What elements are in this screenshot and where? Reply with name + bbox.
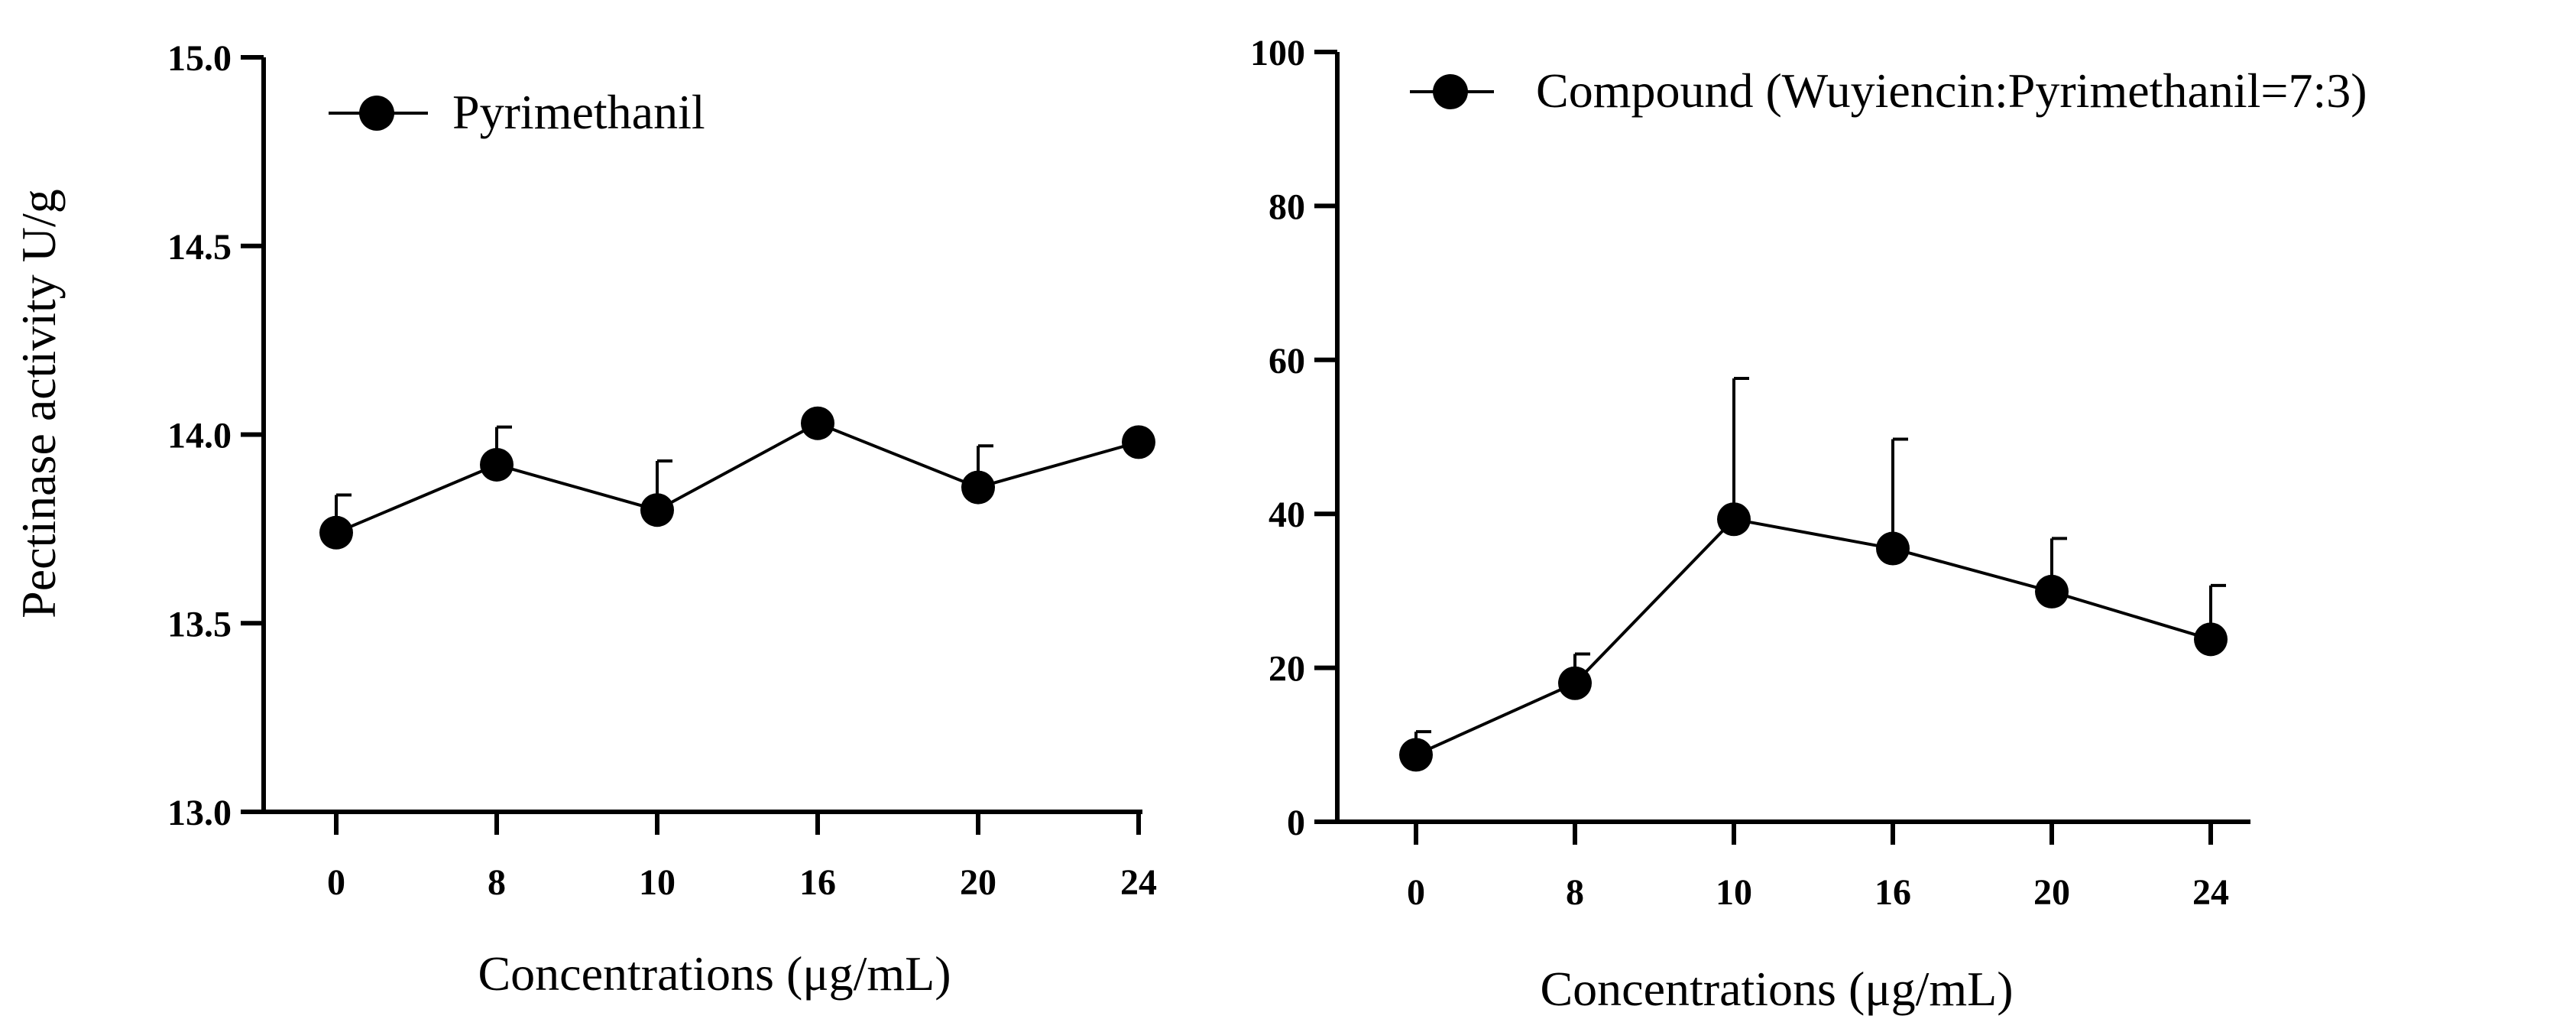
legend: Pyrimethanil — [329, 85, 705, 139]
x-tick-label: 16 — [799, 862, 836, 903]
x-tick-label: 20 — [960, 862, 996, 903]
y-tick-label: 15.0 — [167, 38, 232, 79]
y-tick-label: 0 — [1287, 803, 1305, 843]
x-tick-label: 8 — [488, 862, 506, 903]
data-point — [2035, 574, 2069, 608]
y-tick-label: 14.5 — [167, 227, 232, 268]
x-tick-label: 8 — [1566, 872, 1584, 913]
legend-label: Compound (Wuyiencin:Pyrimethanil=7:3) — [1536, 63, 2367, 118]
x-tick-label: 24 — [1120, 862, 1157, 903]
data-point — [480, 447, 514, 482]
x-axis-title: Concentrations (μg/mL) — [478, 946, 951, 1001]
legend-marker — [1433, 74, 1468, 109]
chart-pyrimethanil: 13.0 13.5 14.0 14.5 15.0 0 8 10 16 20 24 Concentra… — [11, 38, 1157, 1001]
data-point — [961, 470, 995, 505]
series-line — [335, 421, 1139, 534]
y-tick-label: 20 — [1269, 649, 1305, 690]
x-tick-label: 24 — [2192, 872, 2229, 913]
data-point — [1122, 425, 1155, 459]
y-tick-label: 13.0 — [167, 793, 232, 833]
y-tick-label: 40 — [1269, 495, 1305, 535]
data-point — [640, 493, 674, 527]
legend: Compound (Wuyiencin:Pyrimethanil=7:3) — [1410, 63, 2367, 118]
data-point — [1558, 666, 1592, 700]
plot-layer: 0 20 40 60 80 100 0 8 10 16 20 24 — [1250, 33, 2250, 913]
data-point — [319, 515, 353, 550]
y-tick-label: 80 — [1269, 187, 1305, 227]
x-tick-label: 10 — [639, 862, 676, 903]
y-tick-label: 13.5 — [167, 604, 232, 644]
x-tick-label: 16 — [1874, 872, 1911, 913]
y-tick-label: 100 — [1250, 33, 1305, 73]
x-tick-label: 20 — [2033, 872, 2070, 913]
data-point — [1717, 502, 1751, 537]
plot-layer: 13.0 13.5 14.0 14.5 15.0 0 8 10 16 20 24 — [167, 38, 1157, 903]
x-tick-label: 0 — [1407, 872, 1425, 913]
y-tick-label: 60 — [1269, 341, 1305, 381]
data-point — [1399, 738, 1433, 772]
y-tick-label: 14.0 — [167, 416, 232, 456]
legend-label: Pyrimethanil — [452, 85, 705, 139]
data-point — [2194, 622, 2228, 657]
x-axis-title: Concentrations (μg/mL) — [1540, 962, 2013, 1016]
legend-marker — [359, 96, 394, 131]
x-tick-label: 0 — [327, 862, 345, 903]
x-tick-label: 10 — [1716, 872, 1752, 913]
data-point — [801, 406, 834, 440]
series-line — [1415, 518, 2211, 757]
data-point — [1876, 531, 1910, 566]
y-axis-title: Pectinase activity U/g — [11, 189, 66, 618]
chart-compound: 0 20 40 60 80 100 0 8 10 16 20 24 Concentrations (μ… — [1250, 33, 2367, 1016]
